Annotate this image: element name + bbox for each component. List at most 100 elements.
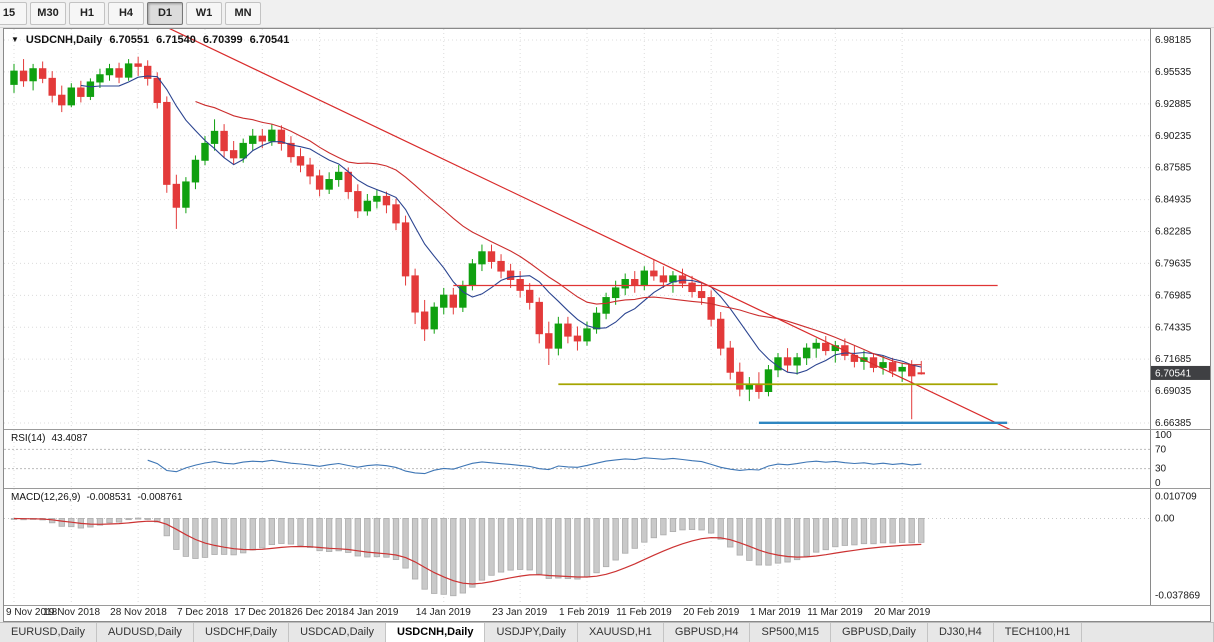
macd-histogram-bar [144,517,151,520]
candle-body [621,278,629,289]
macd-chart[interactable]: 0.010709 0.00 -0.037869 [4,488,1210,605]
candle-body [325,178,333,190]
candle-body [153,77,161,103]
candle-body [583,328,591,342]
symbol-tab-partial[interactable] [1082,622,1214,642]
macd-histogram-bar [173,517,180,550]
macd-histogram-bar [660,517,667,536]
symbol-tab-usdcad[interactable]: USDCAD,Daily [289,622,387,642]
symbol-tab-gbpusd[interactable]: GBPUSD,H4 [663,622,751,642]
macd-histogram-bar [507,517,514,571]
symbol-tab-xauusd[interactable]: XAUUSD,H1 [577,622,664,642]
time-axis-label: 28 Nov 2018 [110,606,167,618]
candle-body [392,204,400,224]
candle-body [526,289,534,303]
candle-body [38,68,47,79]
symbol-tab-audusd[interactable]: AUDUSD,Daily [96,622,194,642]
timeframe-button-w1[interactable]: W1 [186,1,222,25]
candle-body [115,68,123,78]
candle-body [335,171,343,180]
macd-histogram-bar [746,517,753,561]
symbol-tab-usdchf[interactable]: USDCHF,Daily [193,622,290,642]
candle-body [506,270,515,280]
current-price-tag [1151,365,1210,380]
candle-body [268,129,276,142]
macd-histogram-bar [240,517,247,554]
candle-body [144,65,152,79]
macd-histogram-bar [421,517,428,590]
timeframe-button-h1[interactable]: H1 [69,1,105,25]
symbol-tab-dj30[interactable]: DJ30,H4 [927,622,994,642]
rsi-chart[interactable]: 100 70 30 0 [4,429,1210,488]
macd-histogram-bar [879,517,887,544]
timeframe-button-mn[interactable]: MN [225,1,261,25]
candle-body [631,278,639,286]
symbol-tab-usdjpy[interactable]: USDJPY,Daily [485,622,578,642]
svg-text:0.00: 0.00 [1155,513,1175,524]
candle-body [640,270,648,286]
candle-body [220,130,228,151]
timeframe-button-m30[interactable]: M30 [30,1,66,25]
svg-text:6.70541: 6.70541 [1155,368,1192,379]
macd-histogram-bar [784,517,791,563]
symbol-tab-sp500[interactable]: SP500,M15 [750,622,831,642]
timeframe-toolbar: 15 M30 H1 H4 D1 W1 MN [0,0,1214,28]
macd-histogram-bar [765,517,772,566]
candle-body [898,366,906,372]
candle-body [19,70,28,82]
macd-histogram-bar [182,517,190,557]
svg-text:6.92885: 6.92885 [1155,99,1192,110]
symbol-tab-eurusd[interactable]: EURUSD,Daily [0,622,97,642]
macd-histogram-bar [411,517,419,580]
svg-text:6.95535: 6.95535 [1155,67,1192,78]
macd-histogram-bar [297,517,304,546]
macd-histogram-bar [106,517,113,524]
candle-body [105,68,114,76]
candle-body [802,347,811,359]
candle-body [545,333,553,349]
macd-histogram-bar [641,517,648,543]
macd-histogram-bar [555,517,562,579]
candle-body [210,130,219,144]
candle-body [497,260,505,272]
svg-text:6.66385: 6.66385 [1155,418,1192,429]
candle-body [172,183,181,208]
macd-histogram-bar [536,517,543,575]
svg-text:30: 30 [1155,463,1167,474]
macd-histogram-bar [335,517,342,552]
macd-histogram-bar [851,517,858,546]
time-axis-label: 7 Dec 2018 [177,606,229,618]
macd-histogram-bar [822,517,829,550]
macd-histogram-bar [688,517,696,530]
candle-body [287,142,295,157]
candle-body [822,342,830,351]
macd-histogram-bar [287,517,295,545]
time-axis-label: 1 Mar 2019 [750,606,801,618]
macd-histogram-bar [841,517,848,546]
candle-body [755,383,763,392]
candle-body [10,70,18,85]
time-axis-label: 11 Mar 2019 [807,606,863,618]
timeframe-button-15[interactable]: 15 [0,1,27,25]
candle-body [124,63,133,78]
timeframe-button-h4[interactable]: H4 [108,1,144,25]
svg-text:-0.037869: -0.037869 [1155,591,1200,602]
symbol-tab-usdcnh[interactable]: USDCNH,Daily [386,622,486,642]
timeframe-button-d1[interactable]: D1 [147,1,183,25]
candle-body [163,101,171,185]
symbol-tab-gbpusd[interactable]: GBPUSD,Daily [830,622,928,642]
time-axis[interactable]: 9 Nov 2018 19 Nov 2018 28 Nov 2018 7 Dec 20… [4,604,1210,621]
candle-body [191,159,200,183]
candle-body [812,342,820,349]
time-axis-label: 14 Jan 2019 [415,606,471,618]
macd-histogram-bar [813,517,820,553]
macd-histogram-bar [125,517,132,520]
macd-histogram-bar [345,517,352,553]
price-chart[interactable]: 6.98185 6.95535 6.92885 6.90235 6.87585 6.849… [4,28,1210,429]
ma-slow-line [195,100,922,366]
candle-body [306,164,314,177]
macd-histogram-bar [249,517,256,551]
macd-histogram-bar [459,517,467,594]
symbol-tab-tech100[interactable]: TECH100,H1 [993,622,1083,642]
